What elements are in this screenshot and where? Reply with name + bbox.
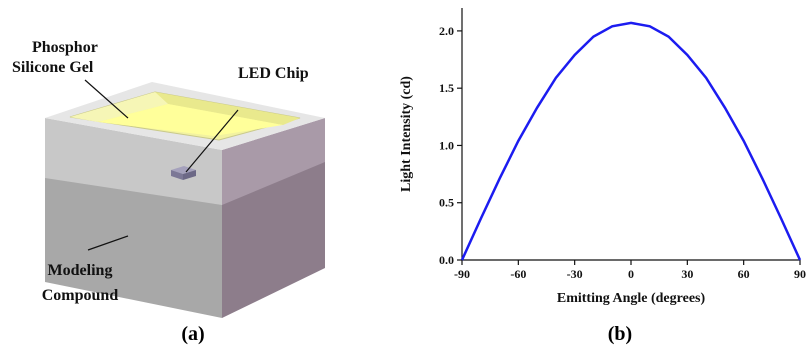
x-tick-label: 0 (628, 267, 634, 281)
panel-a-caption: (a) (181, 323, 204, 345)
side-lower-face (222, 160, 325, 318)
led-package-panel: Phosphor Silicone Gel LED Chip Modeling … (0, 0, 380, 353)
x-tick-label: 90 (794, 267, 806, 281)
modeling-label-line1: Modeling (48, 262, 113, 279)
x-tick-label: -30 (567, 267, 583, 281)
phosphor-leader-line (84, 79, 129, 119)
led-chip-leader-line (185, 109, 239, 173)
phosphor-label-line2: Silicone Gel (12, 59, 94, 76)
front-upper-face (45, 118, 222, 205)
chart-ticks: -90 -60 -30 0 30 60 90 0.0 0.5 1.0 1.5 2.0 (439, 24, 806, 281)
y-tick-label: 0.5 (439, 196, 454, 210)
panel-b-caption: (b) (608, 323, 632, 345)
front-lower-face (45, 175, 222, 318)
led-package-illustration: Phosphor Silicone Gel LED Chip Modeling … (12, 39, 325, 345)
phosphor-label-line1: Phosphor (32, 39, 98, 56)
cavity-floor (98, 104, 283, 136)
x-tick-label: 30 (681, 267, 693, 281)
y-tick-label: 1.0 (439, 138, 454, 152)
cavity-wall-left (70, 92, 168, 122)
y-tick-label: 1.5 (439, 81, 454, 95)
cavity-wall-back (155, 92, 300, 125)
x-tick-label: -60 (510, 267, 526, 281)
y-tick-label: 2.0 (439, 24, 454, 38)
x-tick-label: 60 (738, 267, 750, 281)
intensity-chart: -90 -60 -30 0 30 60 90 0.0 0.5 1.0 1.5 2.0 Emitting… (399, 8, 806, 345)
x-tick-label: -90 (454, 267, 470, 281)
modeling-leader-line (87, 235, 129, 251)
intensity-curve (460, 21, 802, 261)
intensity-chart-panel: -90 -60 -30 0 30 60 90 0.0 0.5 1.0 1.5 2.0 Emitting… (380, 0, 809, 353)
y-tick-label: 0.0 (439, 253, 454, 267)
led-chip-side (183, 170, 196, 180)
y-axis-label: Light Intensity (cd) (399, 76, 414, 192)
chart-axes (461, 8, 800, 261)
led-chip-label: LED Chip (238, 65, 309, 82)
side-upper-face (222, 118, 325, 205)
x-axis-label: Emitting Angle (degrees) (557, 291, 706, 306)
led-chip-front (171, 170, 183, 180)
modeling-label-line2: Compound (42, 287, 119, 304)
